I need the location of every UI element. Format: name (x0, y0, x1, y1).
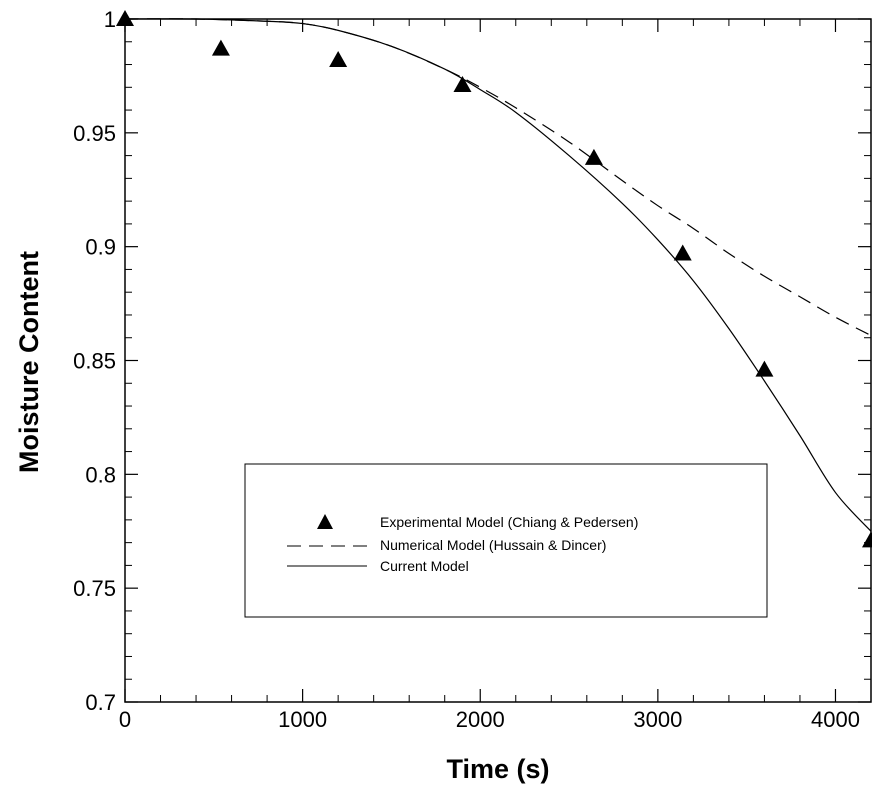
experimental-point (673, 244, 692, 261)
y-tick-label: 1 (104, 7, 116, 32)
x-tick-label: 0 (119, 707, 131, 732)
y-tick-label: 0.7 (85, 690, 116, 715)
y-tick-label: 0.9 (85, 235, 116, 260)
x-tick-label: 2000 (456, 707, 505, 732)
experimental-point (755, 360, 774, 377)
legend-marker-triangle (317, 514, 333, 529)
current-model-line (124, 18, 872, 532)
legend: Experimental Model (Chiang & Pedersen) N… (244, 463, 768, 618)
axis-ticks (124, 18, 871, 703)
y-tick-label: 0.85 (73, 349, 116, 374)
x-tick-label: 3000 (633, 707, 682, 732)
x-tick-label: 4000 (811, 707, 860, 732)
legend-label-numerical: Numerical Model (Hussain & Dincer) (380, 537, 606, 553)
y-tick-label: 0.95 (73, 121, 116, 146)
numerical-model-line (124, 18, 872, 336)
experimental-point (862, 531, 872, 548)
experimental-point (116, 10, 134, 26)
experimental-point (211, 39, 230, 56)
legend-label-current: Current Model (380, 558, 469, 574)
x-axis-title: Time (s) (446, 754, 549, 784)
legend-label-experimental: Experimental Model (Chiang & Pedersen) (380, 514, 638, 530)
experimental-markers (116, 10, 872, 548)
y-tick-label: 0.75 (73, 576, 116, 601)
axis-tick-labels: 0 1000 2000 3000 4000 0.7 0.75 0.8 0.85 0.9 0.95 1 (73, 7, 860, 732)
experimental-point (453, 76, 472, 93)
x-tick-label: 1000 (278, 707, 327, 732)
y-tick-label: 0.8 (85, 462, 116, 487)
legend-box (244, 463, 768, 618)
experimental-point (584, 148, 603, 165)
experimental-point (329, 50, 348, 67)
model-curves (124, 18, 872, 532)
y-axis-title: Moisture Content (14, 251, 44, 473)
